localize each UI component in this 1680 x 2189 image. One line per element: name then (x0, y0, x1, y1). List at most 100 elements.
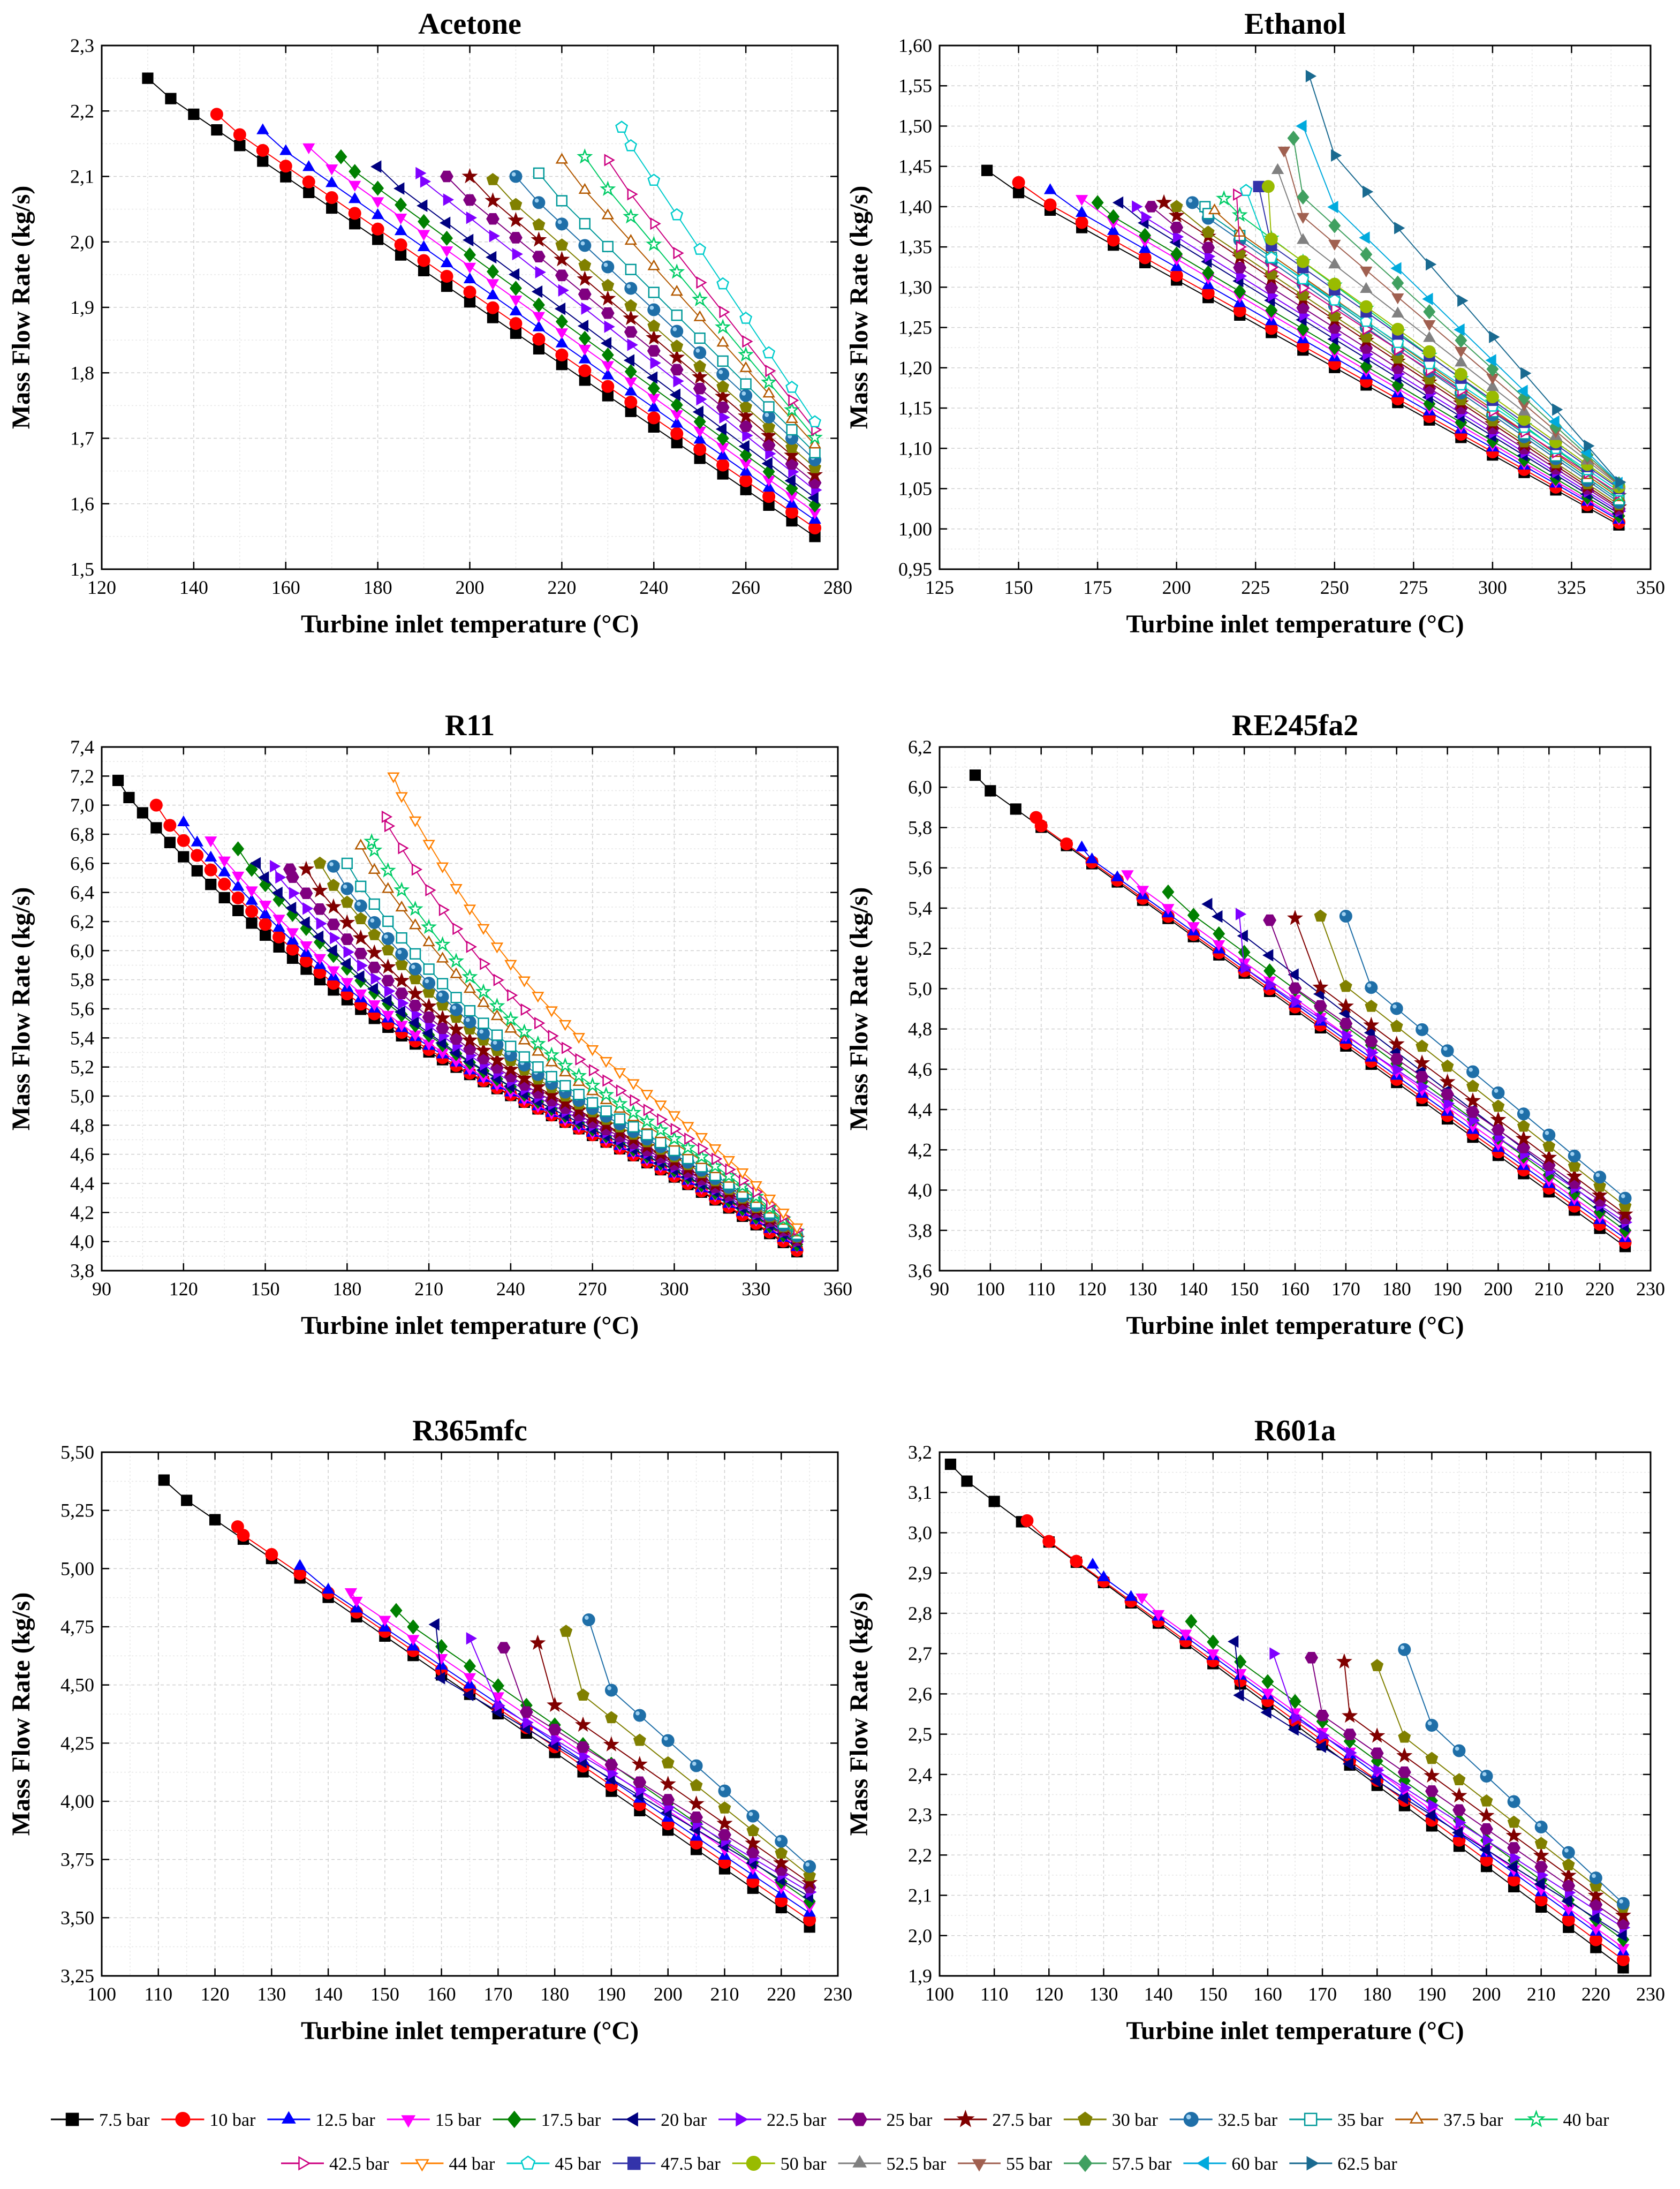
data-point (1343, 1728, 1357, 1740)
data-point (191, 849, 204, 862)
data-point (624, 384, 637, 396)
legend-marker (852, 2155, 867, 2168)
legend-marker (401, 2115, 416, 2128)
data-point (1186, 196, 1199, 209)
data-point (578, 330, 591, 346)
data-point (738, 440, 750, 453)
data-point (350, 1596, 363, 1608)
data-point (1168, 207, 1185, 223)
data-point (647, 401, 660, 412)
legend-item-44-bar: 44 bar (400, 2154, 495, 2174)
data-point-highlight (607, 1686, 611, 1690)
legend-label: 45 bar (555, 2154, 601, 2174)
data-point (325, 898, 342, 914)
chart-r365mfc: 100 110 120 130 140 150 160 170 180 190 200 210 220 2… (7, 1414, 852, 2045)
data-point (739, 312, 753, 324)
data-point (422, 977, 436, 990)
data-point (692, 291, 708, 307)
plot-frame (101, 746, 839, 1272)
data-point (775, 1835, 788, 1848)
data-point (578, 183, 592, 194)
data-point-highlight (1443, 1046, 1448, 1051)
legend-item-32-5-bar: 32.5 bar (1169, 2110, 1278, 2130)
data-point (695, 1133, 708, 1144)
data-point (669, 263, 685, 279)
legend-label: 7.5 bar (99, 2110, 150, 2130)
legend-marker (972, 2159, 987, 2172)
data-point (1466, 1065, 1479, 1078)
data-point (509, 304, 523, 315)
data-point (547, 1696, 563, 1712)
data-point (1507, 1815, 1520, 1828)
series-20-bar (1228, 1635, 1627, 1942)
data-point-highlight (1595, 1173, 1600, 1177)
x-tick-label: 160 (1281, 1278, 1310, 1300)
data-point (761, 457, 773, 470)
data-point (486, 264, 500, 280)
data-point (1425, 1752, 1439, 1764)
x-tick-label: 220 (1581, 1983, 1610, 2005)
data-point (716, 277, 730, 290)
data-point (556, 195, 567, 207)
data-point-highlight (493, 1040, 497, 1045)
data-point (601, 380, 615, 393)
x-tick-label: 90 (930, 1278, 949, 1300)
data-point (411, 1008, 423, 1021)
legend-item-22-5-bar: 22.5 bar (718, 2110, 827, 2130)
legend-label: 12.5 bar (315, 2110, 375, 2130)
x-tick-label: 150 (1230, 1278, 1259, 1300)
data-point (627, 188, 638, 201)
data-point (784, 447, 800, 463)
x-tick-label: 150 (1199, 1983, 1228, 2005)
x-tick-label: 220 (1585, 1278, 1614, 1300)
legend-marker (1077, 2111, 1093, 2126)
data-point (425, 884, 436, 897)
legend-marker (746, 2156, 761, 2171)
series-group (142, 72, 823, 542)
data-point (1592, 1187, 1608, 1203)
data-point (1296, 255, 1310, 268)
data-point (209, 1514, 221, 1526)
data-point (372, 233, 384, 245)
data-point (1507, 1860, 1518, 1874)
series-line (1293, 138, 1620, 485)
data-point (1542, 1128, 1556, 1142)
data-point (137, 807, 148, 819)
data-point (532, 196, 546, 209)
y-tick-label: 2,1 (908, 1885, 932, 1906)
data-point (1319, 1729, 1330, 1742)
data-point (579, 218, 591, 230)
series-line (273, 866, 798, 1242)
data-point (1091, 195, 1104, 210)
data-point (690, 1811, 703, 1823)
data-point-highlight (506, 1051, 511, 1055)
data-point (579, 1750, 591, 1763)
data-point (740, 378, 752, 390)
data-point (1584, 440, 1595, 452)
data-point (1552, 403, 1563, 416)
y-tick-label: 6,0 (70, 940, 94, 961)
data-point (577, 270, 593, 286)
data-point (715, 388, 731, 404)
data-point (1338, 1007, 1350, 1020)
data-point (647, 259, 660, 270)
data-point (112, 774, 124, 787)
y-tick-label: 5,0 (908, 978, 932, 999)
data-point (1533, 1847, 1549, 1863)
data-point (1097, 1570, 1110, 1581)
data-point (349, 218, 361, 230)
legend-item-25-bar: 25 bar (838, 2110, 933, 2130)
data-point (493, 973, 504, 986)
legend-item-35-bar: 35 bar (1289, 2110, 1384, 2130)
data-point (1364, 1026, 1375, 1039)
data-point (1328, 293, 1341, 306)
data-point (245, 862, 258, 877)
data-point-highlight (329, 862, 334, 866)
data-point (273, 930, 286, 943)
legend-item-47-5-bar: 47.5 bar (612, 2154, 721, 2174)
data-point (640, 1090, 654, 1101)
data-point (1314, 909, 1327, 922)
data-point (256, 144, 269, 157)
data-point (394, 238, 407, 252)
